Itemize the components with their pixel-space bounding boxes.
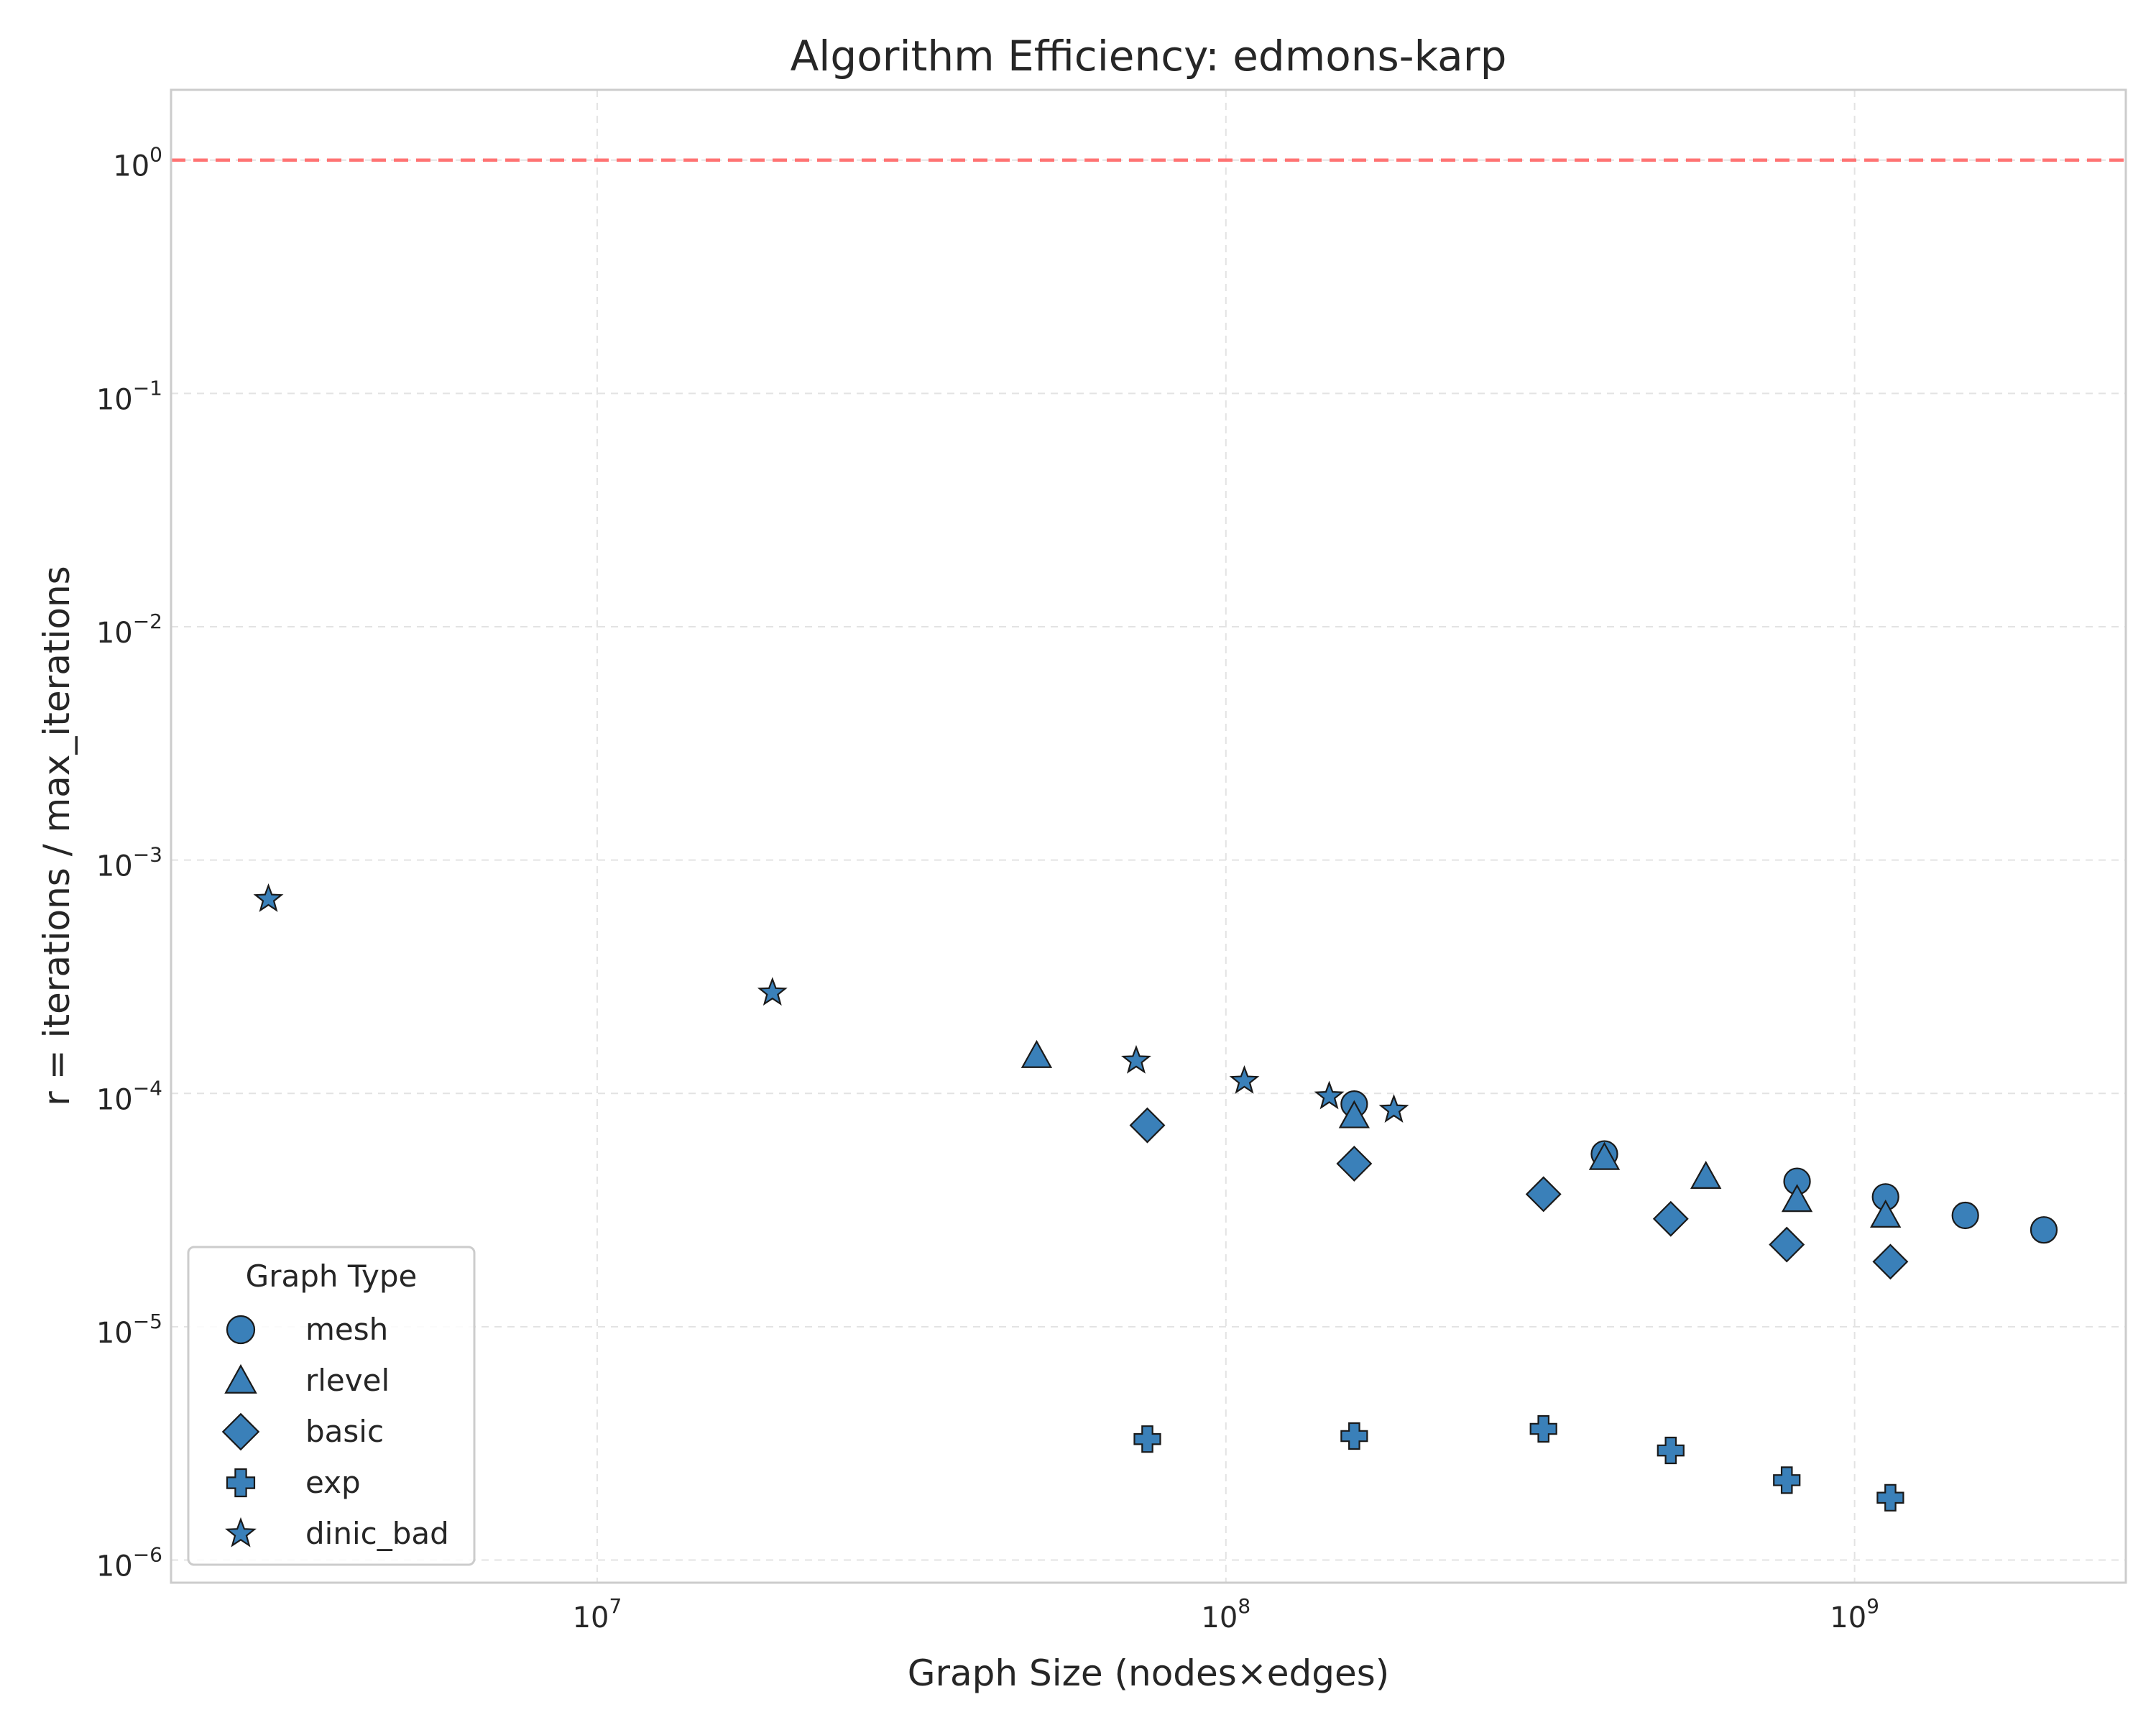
data-point-dinic_bad (757, 977, 788, 1006)
data-point-basic (1872, 1243, 1909, 1280)
data-point-exp (1133, 1425, 1161, 1453)
data-point-mesh (1951, 1201, 1979, 1230)
data-point-rlevel (1690, 1160, 1722, 1189)
plot-frame (170, 88, 2127, 1584)
y-tick-label: 10−2 (96, 610, 162, 650)
x-axis-label: Graph Size (nodes×edges) (908, 1652, 1390, 1694)
data-point-rlevel (1588, 1141, 1621, 1170)
data-point-exp (1529, 1414, 1557, 1443)
data-point-rlevel (1021, 1039, 1053, 1068)
data-point-rlevel (1338, 1100, 1370, 1128)
y-tick-label: 10−3 (96, 843, 162, 883)
legend-box (187, 1246, 476, 1566)
data-point-basic (1336, 1146, 1373, 1182)
data-point-exp (1657, 1436, 1685, 1465)
data-point-basic (1129, 1107, 1166, 1144)
x-tick-label: 108 (1201, 1594, 1250, 1634)
y-tick-label: 100 (113, 143, 162, 183)
legend-marker-rlevel (224, 1363, 257, 1394)
data-point-basic (1525, 1176, 1562, 1213)
data-point-dinic_bad (253, 883, 284, 912)
data-point-dinic_bad (1229, 1064, 1260, 1094)
legend: Graph Type mesh rlevel basic exp dinic_bad (187, 1246, 476, 1566)
y-tick-label: 10−5 (96, 1310, 162, 1350)
data-point-basic (1769, 1226, 1805, 1263)
legend-marker-basic (221, 1412, 260, 1451)
legend-marker-exp (226, 1468, 256, 1498)
chart-title: Algorithm Efficiency: edmons-karp (791, 32, 1507, 80)
data-point-exp (1340, 1422, 1368, 1450)
data-point-rlevel (1870, 1199, 1902, 1228)
legend-label-exp: exp (305, 1465, 361, 1500)
legend-label-rlevel: rlevel (305, 1363, 390, 1398)
x-axis-ticks: 107 108 109 (573, 1594, 1879, 1634)
data-point-dinic_bad (1121, 1044, 1151, 1074)
data-point-mesh (2030, 1216, 2058, 1244)
data-point-rlevel (1781, 1184, 1813, 1213)
data-point-exp (1773, 1466, 1801, 1494)
legend-title: Graph Type (246, 1259, 418, 1294)
data-point-basic (1652, 1200, 1689, 1237)
legend-marker-mesh (226, 1315, 256, 1345)
legend-label-mesh: mesh (305, 1312, 388, 1347)
x-tick-label: 109 (1830, 1594, 1879, 1634)
data-point-dinic_bad (1378, 1094, 1409, 1123)
y-tick-label: 10−4 (96, 1076, 162, 1116)
data-points (253, 883, 2058, 1512)
data-point-dinic_bad (1314, 1080, 1345, 1110)
legend-entries: mesh rlevel basic exp dinic_bad (221, 1312, 449, 1551)
legend-label-basic: basic (305, 1414, 384, 1449)
y-tick-label: 10−1 (96, 376, 162, 416)
y-axis-ticks: 100 10−1 10−2 10−3 10−4 10−5 10−6 (96, 143, 162, 1583)
y-axis-label: r = iterations / max_iterations (36, 566, 78, 1105)
y-tick-label: 10−6 (96, 1543, 162, 1583)
data-point-exp (1876, 1484, 1904, 1512)
x-tick-label: 107 (573, 1594, 622, 1634)
legend-marker-dinic_bad (225, 1517, 257, 1547)
legend-label-dinic_bad: dinic_bad (305, 1516, 449, 1551)
